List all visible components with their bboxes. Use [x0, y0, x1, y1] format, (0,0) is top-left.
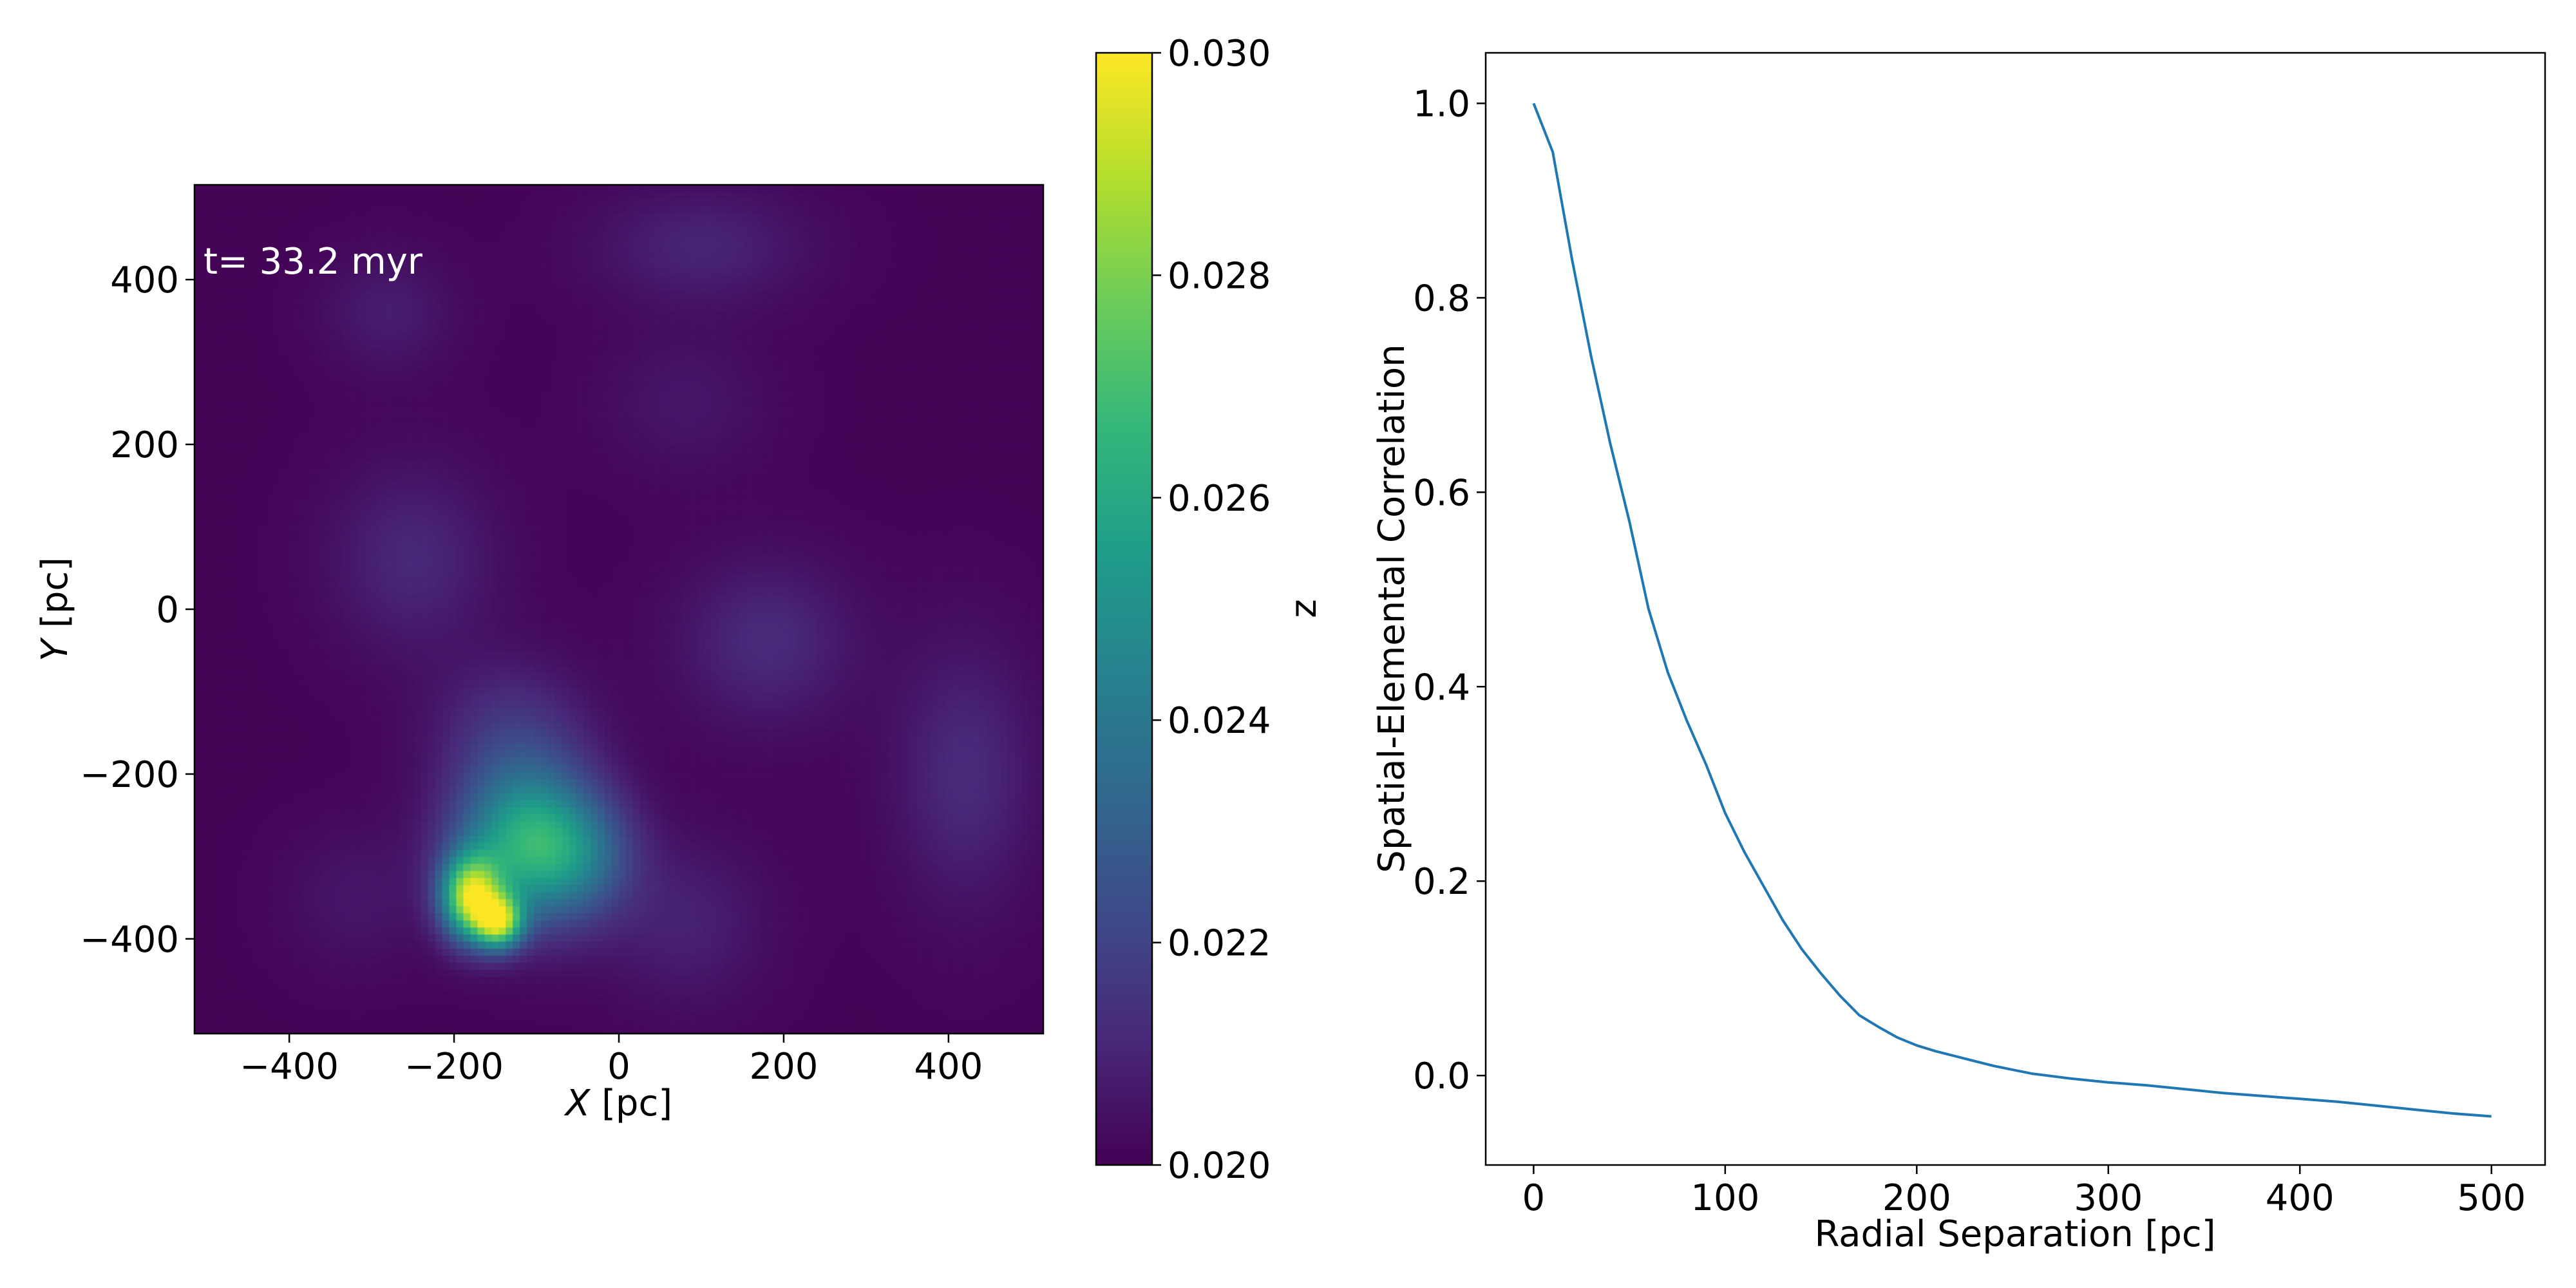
- line-chart-y-axis: 0.0 0.2 0.4 0.6 0.8 1.0: [1413, 84, 1486, 1097]
- line-chart-frame: [1484, 52, 2546, 1166]
- time-annotation: t= 33.2 myr: [204, 241, 423, 283]
- colorbar-label: z: [1283, 599, 1325, 618]
- heatmap-x-tick-label: −200: [404, 1046, 504, 1088]
- line-chart-y-tick-label: 0.6: [1413, 472, 1470, 514]
- heatmap-y-tick-label: 200: [110, 424, 179, 466]
- heatmap-y-tick-label: −200: [80, 754, 179, 796]
- colorbar-tick-label: 0.024: [1168, 700, 1271, 742]
- line-chart-y-tick-label: 0.0: [1413, 1056, 1470, 1097]
- colorbar-frame: [1095, 52, 1153, 1166]
- colorbar-gradient: [1096, 53, 1152, 1165]
- line-chart-x-axis: 0 100 200 300 400 500: [1522, 1165, 2526, 1219]
- line-chart-panel: 0 100 200 300 400 500 0.0 0.2 0.4 0.6 0.8 1.0 Radi…: [1371, 52, 2546, 1255]
- heatmap-panel: −400 −200 0 200 400 −400 −200 0 200 400 t= 33.2 …: [34, 184, 1045, 1124]
- line-chart-x-tick-label: 400: [2266, 1177, 2334, 1219]
- heatmap-y-tick-label: 0: [156, 589, 179, 631]
- line-chart-x-tick-label: 100: [1690, 1177, 1759, 1219]
- heatmap-y-axis: −400 −200 0 200 400: [80, 260, 194, 961]
- colorbar-tick-label: 0.020: [1168, 1145, 1271, 1187]
- heatmap-y-axis-unit: [pc]: [34, 557, 76, 639]
- heatmap-x-tick-label: 200: [749, 1046, 818, 1088]
- line-chart-x-axis-label: Radial Separation [pc]: [1814, 1213, 2215, 1255]
- heatmap-image: [194, 185, 1043, 1034]
- heatmap-y-axis-var: Y: [34, 637, 76, 661]
- heatmap-y-tick-label: 400: [110, 260, 179, 301]
- heatmap-x-tick-label: −400: [240, 1046, 339, 1088]
- colorbar-tick-label: 0.022: [1168, 923, 1271, 965]
- line-chart-y-axis-label: Spatial-Elemental Correlation: [1371, 344, 1413, 873]
- heatmap-x-axis-label: X [pc]: [564, 1083, 672, 1124]
- line-chart-x-tick-label: 200: [1882, 1177, 1951, 1219]
- colorbar-tick-label: 0.030: [1168, 33, 1271, 75]
- heatmap-image-frame: [194, 185, 1043, 1034]
- line-chart-y-tick-label: 0.2: [1413, 861, 1470, 903]
- heatmap-x-tick-label: 0: [607, 1046, 630, 1088]
- colorbar-ticks: 0.020 0.022 0.024 0.026 0.028 0.030: [1152, 33, 1271, 1187]
- line-chart-x-tick-label: 500: [2457, 1177, 2526, 1219]
- colorbar-tick-label: 0.026: [1168, 478, 1271, 520]
- line-chart-y-tick-label: 0.8: [1413, 278, 1470, 319]
- correlation-line: [1532, 102, 2492, 1118]
- line-chart-x-tick-label: 300: [2074, 1177, 2143, 1219]
- heatmap-x-axis-var: X: [564, 1083, 591, 1124]
- colorbar-tick-label: 0.028: [1168, 255, 1271, 297]
- heatmap-x-axis-unit: [pc]: [590, 1083, 672, 1124]
- line-chart-y-tick-label: 0.4: [1413, 667, 1470, 708]
- heatmap-x-tick-label: 400: [914, 1046, 983, 1088]
- heatmap-x-axis: −400 −200 0 200 400: [240, 1034, 983, 1088]
- line-chart-x-tick-label: 0: [1522, 1177, 1546, 1219]
- heatmap-y-axis-label: Y [pc]: [34, 557, 76, 661]
- line-chart-y-tick-label: 1.0: [1413, 84, 1470, 126]
- heatmap-y-tick-label: −400: [80, 919, 179, 961]
- colorbar: 0.020 0.022 0.024 0.026 0.028 0.030 z: [1095, 33, 1325, 1187]
